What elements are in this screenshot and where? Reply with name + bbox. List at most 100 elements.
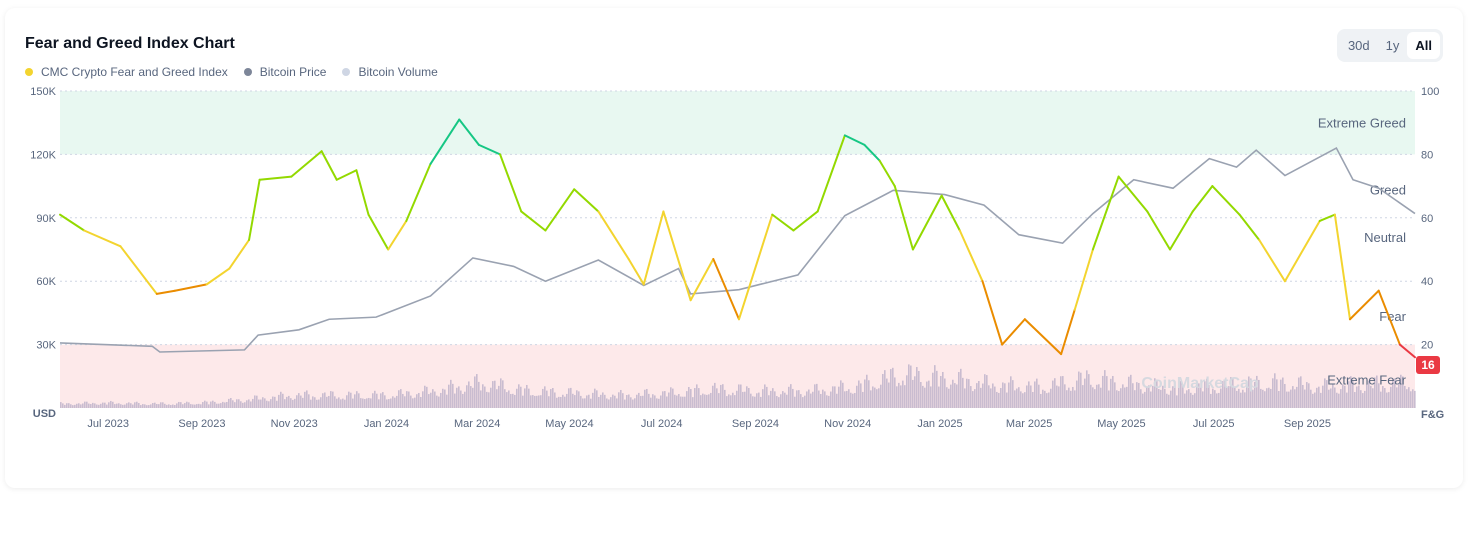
volume-bar xyxy=(84,401,86,408)
volume-bar xyxy=(1166,393,1168,408)
volume-bar xyxy=(804,395,806,408)
fear-greed-segment xyxy=(1060,308,1076,356)
volume-bar xyxy=(1046,393,1048,408)
volume-bar xyxy=(488,392,490,408)
fear-greed-segment xyxy=(1211,185,1241,216)
volume-bar xyxy=(516,388,518,408)
volume-bar xyxy=(892,367,894,408)
volume-bar xyxy=(886,378,888,408)
fear-greed-segment xyxy=(792,210,819,232)
volume-bar xyxy=(1054,378,1056,408)
volume-bar xyxy=(294,398,296,408)
legend-item-volume[interactable]: Bitcoin Volume xyxy=(342,65,438,79)
volume-bar xyxy=(726,396,728,408)
range-30d-button[interactable]: 30d xyxy=(1347,38,1370,53)
volume-bar xyxy=(920,382,922,408)
volume-bar xyxy=(396,395,398,408)
fear-greed-segment xyxy=(59,213,86,232)
volume-bar xyxy=(1164,388,1166,408)
volume-bar xyxy=(454,393,456,408)
volume-bar xyxy=(1026,385,1028,408)
fear-greed-segment xyxy=(83,229,122,248)
volume-bar xyxy=(272,396,274,408)
range-all-button[interactable]: All xyxy=(1407,32,1440,59)
volume-bar xyxy=(1380,391,1382,408)
volume-bar xyxy=(422,391,424,408)
volume-bar xyxy=(1120,388,1122,408)
volume-bar xyxy=(424,385,426,408)
volume-bar xyxy=(868,380,870,408)
volume-bar xyxy=(164,403,166,408)
volume-bar xyxy=(346,395,348,408)
volume-bar xyxy=(1168,394,1170,408)
volume-bar xyxy=(762,389,764,408)
volume-bar xyxy=(578,391,580,408)
volume-bar xyxy=(1116,390,1118,408)
volume-bar xyxy=(476,374,478,408)
volume-bar xyxy=(950,384,952,408)
fear-greed-segment xyxy=(958,229,984,283)
volume-bar xyxy=(814,384,816,408)
volume-bar xyxy=(982,383,984,408)
volume-bar xyxy=(1110,378,1112,408)
volume-bar xyxy=(392,396,394,408)
volume-bar xyxy=(988,385,990,408)
volume-bar xyxy=(1092,387,1094,408)
volume-bar xyxy=(308,394,310,408)
volume-bar xyxy=(1376,375,1378,408)
volume-bar xyxy=(390,398,392,408)
volume-bar xyxy=(262,397,264,408)
volume-bar xyxy=(782,391,784,408)
legend-item-fg[interactable]: CMC Crypto Fear and Greed Index xyxy=(25,65,228,79)
volume-bar xyxy=(1006,392,1008,408)
right-tick-label: 100 xyxy=(1421,86,1439,98)
fear-greed-segment xyxy=(1146,210,1172,251)
volume-bar xyxy=(526,384,528,408)
volume-bar xyxy=(80,404,82,408)
volume-bar xyxy=(118,403,120,408)
legend-label: Bitcoin Volume xyxy=(358,65,438,79)
volume-bar xyxy=(942,371,944,408)
volume-bar xyxy=(900,385,902,408)
volume-bar xyxy=(178,401,180,408)
fear-greed-segment xyxy=(662,210,692,302)
volume-bar xyxy=(538,395,540,408)
fear-greed-segment xyxy=(1348,289,1380,321)
volume-bar xyxy=(1306,382,1308,408)
volume-bar xyxy=(184,403,186,408)
volume-bar xyxy=(106,404,108,408)
volume-bar xyxy=(770,390,772,408)
volume-bar xyxy=(1162,385,1164,408)
volume-bar xyxy=(1158,389,1160,408)
range-1y-button[interactable]: 1y xyxy=(1385,38,1400,53)
volume-bar xyxy=(784,392,786,408)
volume-bar xyxy=(1184,393,1186,408)
volume-bar xyxy=(1272,378,1274,408)
fear-greed-segment xyxy=(1333,213,1351,321)
fear-greed-segment xyxy=(544,188,576,232)
legend-item-price[interactable]: Bitcoin Price xyxy=(243,65,326,79)
volume-bar xyxy=(124,404,126,408)
volume-bar xyxy=(902,380,904,408)
volume-bar xyxy=(1016,388,1018,408)
volume-bar xyxy=(216,403,218,408)
volume-bar xyxy=(938,386,940,408)
volume-bar xyxy=(996,391,998,408)
volume-bar xyxy=(736,390,738,408)
volume-bar xyxy=(1314,392,1316,408)
volume-bar xyxy=(462,393,464,408)
volume-bar xyxy=(430,392,432,408)
volume-bar xyxy=(418,392,420,408)
volume-bar xyxy=(550,389,552,408)
volume-bar xyxy=(968,379,970,408)
volume-bar xyxy=(1304,389,1306,408)
volume-bar xyxy=(574,395,576,408)
volume-bar xyxy=(452,383,454,408)
volume-bar xyxy=(62,403,64,408)
volume-bar xyxy=(1030,385,1032,408)
volume-bar xyxy=(72,405,74,408)
volume-bar xyxy=(386,399,388,408)
volume-bar xyxy=(1076,380,1078,408)
volume-bar xyxy=(560,396,562,408)
volume-bar xyxy=(1028,381,1030,408)
